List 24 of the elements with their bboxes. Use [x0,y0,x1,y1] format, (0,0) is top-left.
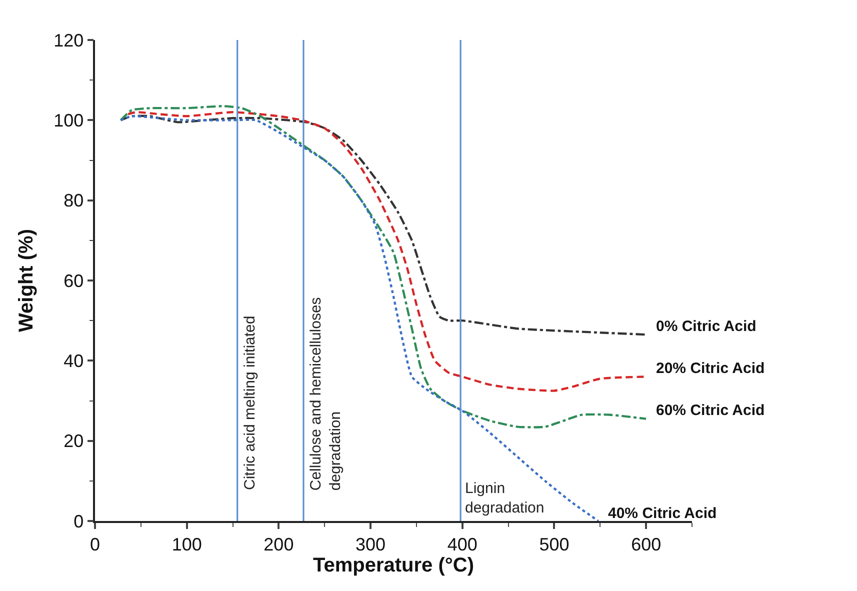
x-tick-label: 300 [356,534,386,554]
x-tick-label: 500 [539,534,570,554]
x-tick-label: 200 [264,534,294,554]
x-tick-label: 100 [172,534,202,554]
series-label: 20% Citric Acid [656,360,765,377]
series-label: 60% Citric Acid [656,402,765,419]
y-tick-label: 100 [54,110,84,130]
series-label: 0% Citric Acid [656,318,756,335]
x-tick-label: 0 [90,534,100,554]
x-tick-label: 400 [447,534,478,554]
x-tick-label: 600 [631,534,662,554]
y-tick-label: 40 [64,350,84,371]
y-tick-label: 80 [64,190,84,211]
ref-line-label: Lignin degradation [465,480,544,516]
y-axis-title: Weight (%) [16,229,38,332]
x-axis-title: Temperature (°C) [313,554,474,576]
y-tick-label: 60 [64,270,84,291]
y-tick-label: 20 [64,431,84,452]
series-label: 40% Citric Acid [608,505,717,522]
y-tick-label: 120 [54,30,84,50]
ref-line-label: Cellulose and hemicelluloses degradation [307,297,344,491]
y-tick-label: 0 [74,511,84,532]
ref-line-label: Citric acid melting initiated [242,316,259,490]
line-series [120,115,600,521]
